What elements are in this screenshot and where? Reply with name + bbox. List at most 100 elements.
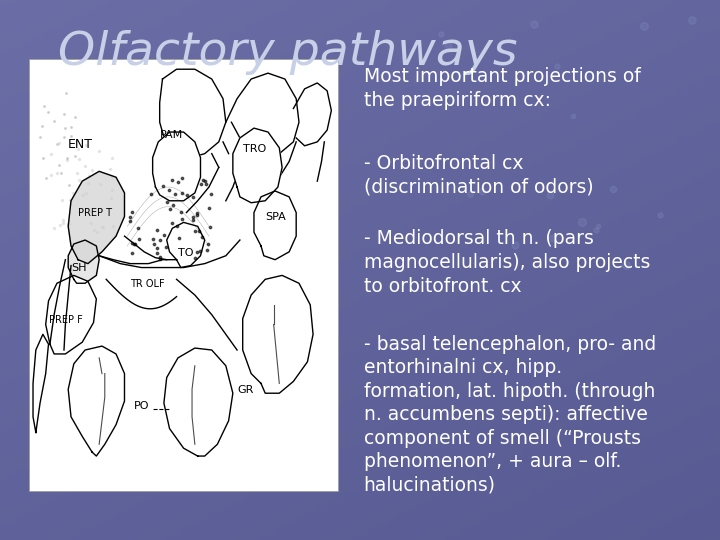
Text: - Mediodorsal th n. (pars
magnocellularis), also projects
to orbitofront. cx: - Mediodorsal th n. (pars magnocellulari… [364, 230, 650, 295]
Point [187, 213, 199, 221]
Point [129, 240, 140, 248]
Point [166, 176, 178, 185]
Point [196, 233, 207, 241]
Point [528, 19, 540, 28]
Point [620, 260, 631, 269]
Text: ENT: ENT [68, 138, 93, 151]
Point [510, 240, 521, 249]
Point [155, 254, 166, 263]
Point [161, 242, 172, 251]
Polygon shape [68, 346, 125, 456]
Text: PAM: PAM [160, 130, 183, 140]
Point [145, 189, 157, 198]
Point [593, 221, 604, 230]
Point [154, 235, 166, 244]
Point [192, 248, 203, 256]
Polygon shape [254, 191, 296, 260]
Point [204, 222, 216, 231]
Point [163, 185, 175, 194]
Point [199, 177, 211, 185]
Point [132, 224, 144, 232]
Point [176, 215, 188, 224]
Text: - Orbitofrontal cx
(discrimination of odors): - Orbitofrontal cx (discrimination of od… [364, 154, 593, 197]
Point [129, 240, 140, 248]
Point [189, 226, 201, 235]
Point [151, 226, 163, 234]
Point [442, 41, 454, 50]
Point [195, 179, 207, 188]
Point [148, 234, 159, 243]
Point [194, 246, 206, 255]
Point [125, 217, 136, 225]
Text: Olfactory pathways: Olfactory pathways [58, 30, 517, 75]
Point [176, 207, 187, 216]
Text: TO: TO [178, 248, 194, 258]
Point [203, 240, 215, 248]
Point [200, 180, 212, 189]
Polygon shape [45, 275, 96, 354]
Point [127, 248, 138, 257]
Point [187, 193, 199, 201]
Point [166, 219, 178, 227]
Point [197, 176, 209, 185]
Point [654, 211, 665, 219]
Point [164, 205, 176, 213]
Text: PREP T: PREP T [78, 208, 112, 219]
Point [551, 62, 562, 71]
Point [174, 233, 185, 242]
Point [126, 208, 138, 217]
Point [639, 22, 650, 31]
Point [167, 201, 179, 210]
Point [608, 185, 619, 193]
Point [151, 248, 163, 257]
Point [464, 190, 476, 199]
Point [154, 252, 166, 261]
Point [148, 240, 160, 248]
Text: SH: SH [71, 264, 86, 273]
Point [176, 188, 188, 197]
Polygon shape [153, 132, 200, 201]
Text: SPA: SPA [265, 212, 286, 222]
Polygon shape [233, 128, 282, 202]
Point [187, 215, 199, 224]
Text: PO: PO [135, 401, 150, 411]
Point [477, 187, 488, 195]
Point [169, 190, 181, 198]
Polygon shape [68, 171, 125, 264]
Polygon shape [68, 240, 99, 284]
Point [590, 225, 601, 234]
Text: TR OLF: TR OLF [130, 279, 165, 289]
Point [191, 210, 202, 219]
Point [193, 227, 204, 235]
Point [151, 244, 163, 252]
Point [576, 218, 588, 226]
Point [133, 235, 145, 244]
Text: TRO: TRO [243, 144, 266, 154]
Point [202, 246, 213, 255]
Point [158, 181, 169, 190]
Point [176, 174, 188, 183]
Point [686, 15, 698, 24]
Point [191, 208, 202, 217]
Point [126, 239, 138, 247]
Point [181, 191, 193, 200]
Point [158, 231, 170, 240]
Text: - basal telencephalon, pro- and
entorhinalni cx, hipp.
formation, lat. hipoth. (: - basal telencephalon, pro- and entorhin… [364, 335, 656, 495]
Point [203, 203, 215, 212]
Point [171, 221, 183, 230]
Polygon shape [243, 275, 313, 393]
Text: PREP F: PREP F [48, 314, 82, 325]
Point [161, 198, 173, 206]
Polygon shape [167, 222, 204, 267]
Point [544, 190, 556, 199]
Point [204, 190, 216, 198]
Bar [29, 59, 338, 491]
Text: Most important projections of
the praepiriform cx:: Most important projections of the praepi… [364, 68, 640, 110]
Point [172, 178, 184, 186]
Point [125, 213, 136, 221]
Point [436, 30, 447, 39]
Point [189, 254, 201, 262]
Polygon shape [164, 348, 233, 456]
Point [567, 112, 578, 121]
Text: GR: GR [237, 385, 253, 395]
